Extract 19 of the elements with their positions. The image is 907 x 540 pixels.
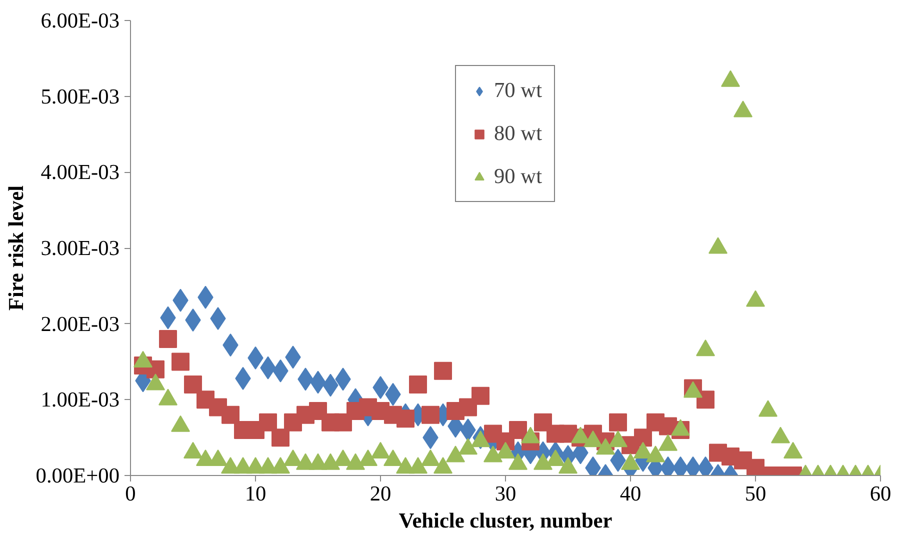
y-tick-label: 0.00E+00 bbox=[36, 464, 120, 488]
x-tick-label: 50 bbox=[744, 482, 766, 506]
y-tick-label: 1.00E-03 bbox=[40, 388, 120, 412]
x-tick-label: 30 bbox=[494, 482, 516, 506]
x-tick-label: 20 bbox=[370, 482, 392, 506]
legend-label: 90 wt bbox=[494, 164, 542, 189]
y-tick-label: 3.00E-03 bbox=[40, 236, 120, 260]
y-tick-label: 5.00E-03 bbox=[40, 84, 120, 108]
x-tick-label: 60 bbox=[870, 482, 892, 506]
y-axis-title: Fire risk level bbox=[4, 185, 28, 311]
x-tick-label: 40 bbox=[620, 482, 642, 506]
x-axis-title: Vehicle cluster, number bbox=[398, 508, 613, 532]
y-tick-label: 2.00E-03 bbox=[40, 312, 120, 336]
y-tick-label: 6.00E-03 bbox=[40, 8, 120, 32]
x-tick-label: 0 bbox=[125, 482, 136, 506]
legend-label: 80 wt bbox=[494, 121, 542, 146]
legend-label: 70 wt bbox=[494, 78, 542, 103]
x-tick-label: 10 bbox=[244, 482, 266, 506]
y-tick-label: 4.00E-03 bbox=[40, 160, 120, 184]
